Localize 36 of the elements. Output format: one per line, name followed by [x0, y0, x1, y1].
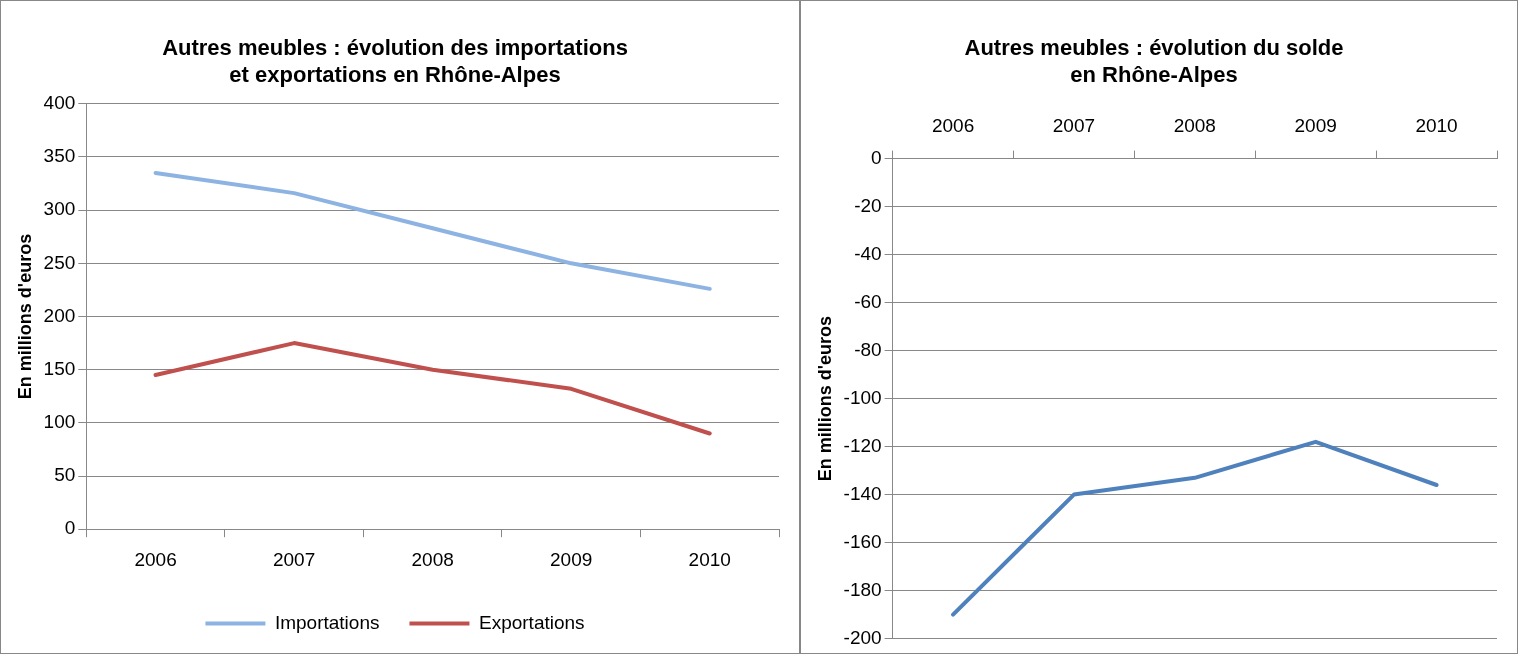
y-tick-label: -20: [854, 194, 882, 216]
y-tick-label: 250: [43, 251, 76, 273]
x-tick-label: 2006: [134, 548, 177, 570]
x-tick-label: 2006: [931, 115, 975, 137]
y-tick-label: -120: [843, 434, 882, 456]
x-tick-label: 2008: [1173, 115, 1216, 137]
chart-title: Autres meubles : évolution des importations et exportations en Rhône-Alpes: [162, 35, 628, 87]
y-tick-label: 350: [43, 145, 76, 167]
x-tick-label: 2007: [1052, 115, 1096, 137]
x-tick-label: 2008: [411, 548, 454, 570]
y-tick-label: 200: [43, 304, 76, 326]
y-tick-label: -100: [843, 386, 882, 408]
y-axis-title: En millions d'euros: [814, 315, 835, 482]
y-tick-label: 0: [64, 517, 76, 539]
y-axis-title: En millions d'euros: [14, 233, 35, 400]
x-tick-label: 2007: [272, 548, 316, 570]
y-tick-label: 0: [871, 146, 882, 168]
y-tick-label: 300: [43, 198, 76, 220]
x-tick-label: 2009: [550, 548, 593, 570]
legend-label: Exportations: [478, 611, 585, 633]
y-tick-label: -60: [854, 290, 882, 312]
y-tick-label: -200: [843, 626, 882, 648]
y-tick-label: 150: [43, 357, 76, 379]
y-tick-label: -80: [854, 338, 882, 360]
x-tick-label: 2009: [1294, 115, 1337, 137]
y-tick-label: -180: [843, 578, 882, 600]
y-tick-label: 400: [43, 92, 76, 114]
y-tick-label: 100: [43, 411, 76, 433]
legend-label: Importations: [274, 611, 380, 633]
y-tick-label: -40: [854, 242, 882, 264]
y-tick-label: 50: [54, 464, 76, 486]
chart-title: Autres meubles : évolution du solde en Rhône-Alpes: [964, 35, 1344, 87]
y-tick-label: -160: [843, 530, 882, 552]
x-tick-label: 2010: [1415, 115, 1458, 137]
y-tick-label: -140: [843, 482, 882, 504]
x-tick-label: 2010: [688, 548, 731, 570]
